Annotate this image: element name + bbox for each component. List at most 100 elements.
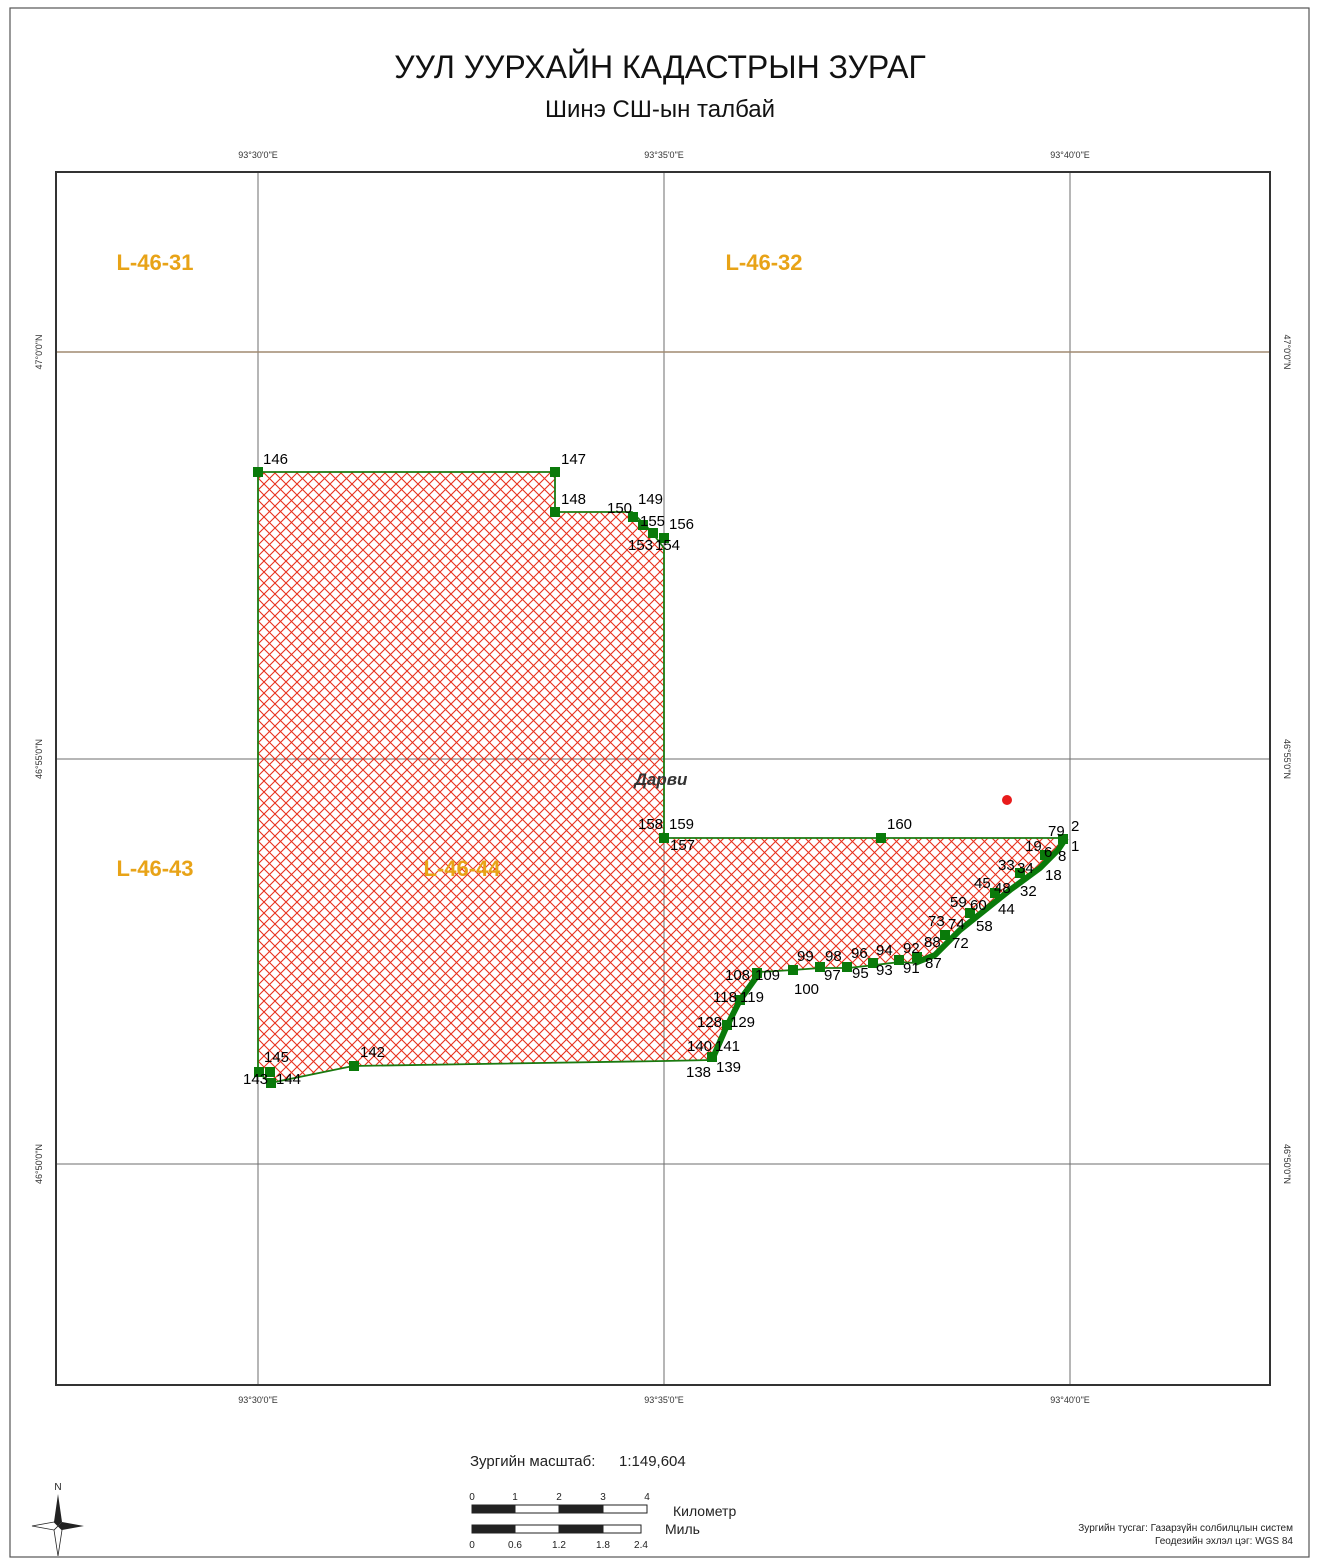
vertex-marker [1015, 868, 1025, 878]
point-label: 154 [655, 537, 680, 554]
vertex-marker [349, 1061, 359, 1071]
scale-segment [558, 1524, 604, 1534]
vertex-marker [628, 512, 638, 522]
point-label: 129 [730, 1014, 755, 1031]
point-label: 157 [670, 837, 695, 854]
point-label: 92 [903, 940, 920, 957]
scale-value: 1:149,604 [619, 1453, 686, 1470]
sheet-label: L-46-32 [725, 250, 802, 275]
vertex-marker [265, 1067, 275, 1077]
point-label: 149 [638, 491, 663, 508]
point-label: 153 [628, 537, 653, 554]
point-label: 2 [1071, 818, 1079, 835]
scale-segment [471, 1504, 516, 1514]
longitude-label-bottom: 93°30'0"E [238, 1395, 278, 1405]
point-label: 34 [1017, 860, 1034, 877]
point-label: 88 [924, 934, 941, 951]
point-label: 95 [852, 965, 869, 982]
scale-tick-label: 3 [600, 1492, 606, 1503]
point-label: 128 [697, 1014, 722, 1031]
vertex-marker [648, 528, 658, 538]
scale-segment [602, 1524, 642, 1534]
point-labels: 146 147 148 150 149 155 156 153 154 158 … [243, 451, 1079, 1088]
vertex-marker [550, 507, 560, 517]
point-label: 91 [903, 960, 920, 977]
point-label: 93 [876, 962, 893, 979]
point-label: 74 [948, 916, 965, 933]
point-label: 160 [887, 816, 912, 833]
point-label: 118 [713, 989, 737, 1006]
north-label: N [54, 1482, 61, 1493]
point-label: 146 [263, 451, 288, 468]
point-label: 98 [825, 948, 842, 965]
scale-tick-label: 2.4 [634, 1540, 648, 1551]
longitude-label-top: 93°35'0"E [644, 150, 684, 160]
point-label: 109 [755, 967, 780, 984]
scale-segment [602, 1504, 648, 1514]
point-label: 141 [715, 1038, 740, 1055]
vertex-marker [990, 888, 1000, 898]
vertex-marker [659, 533, 669, 543]
point-label: 1 [1071, 838, 1079, 855]
vertex-marker [266, 1078, 276, 1088]
north-arrow-icon: N [31, 1482, 84, 1557]
point-label: 143 [243, 1071, 268, 1088]
vertex-marker [876, 833, 886, 843]
point-label: 94 [876, 942, 893, 959]
vertex-marker [659, 833, 669, 843]
point-label: 155 [640, 513, 665, 530]
scale-tick-label: 1.8 [596, 1540, 610, 1551]
scale-bar-mile: 0 0.6 1.2 1.8 2.4 Миль [469, 1521, 700, 1551]
point-label: 145 [264, 1049, 289, 1066]
scale-tick-label: 0 [469, 1540, 475, 1551]
vertex-marker [894, 955, 904, 965]
vertex-marker [638, 520, 648, 530]
point-label: 87 [925, 955, 942, 972]
scale-segment [514, 1524, 560, 1534]
point-label: 97 [824, 967, 841, 984]
point-label: 144 [276, 1071, 301, 1088]
vertex-marker [735, 995, 745, 1005]
point-label: 100 [794, 981, 819, 998]
vertex-marker [842, 962, 852, 972]
point-label: 148 [561, 491, 586, 508]
scale-segment [514, 1504, 560, 1514]
scale-tick-label: 1.2 [552, 1540, 566, 1551]
boundary-cluster [913, 836, 1069, 966]
latitude-label-right: 47°0'0"N [1282, 334, 1292, 369]
point-label: 150 [607, 500, 632, 517]
point-label: 18 [1045, 867, 1062, 884]
vertex-marker [868, 958, 878, 968]
latitude-label-right: 46°55'0"N [1282, 739, 1292, 779]
vertex-marker [1058, 834, 1068, 844]
vertex-marker [815, 962, 825, 972]
point-label: 32 [1020, 883, 1037, 900]
point-label: 108 [725, 967, 750, 984]
point-label: 140 [687, 1038, 712, 1055]
point-label: 79 [1048, 823, 1065, 840]
point-label: 99 [797, 948, 814, 965]
scale-segment [471, 1524, 516, 1534]
vertex-marker [1040, 850, 1050, 860]
scale-segment [558, 1504, 604, 1514]
place-name: Дарви [633, 770, 688, 789]
point-label: 147 [561, 451, 586, 468]
scale-label: Зургийн масштаб: [470, 1453, 595, 1470]
point-label: 8 [1058, 848, 1066, 865]
longitude-label-bottom: 93°40'0"E [1050, 1395, 1090, 1405]
point-label: 159 [669, 816, 694, 833]
vertex-marker [965, 908, 975, 918]
vertex-marker [722, 1020, 732, 1030]
location-marker [1002, 795, 1012, 805]
point-label: 45 [974, 875, 991, 892]
point-label: 73 [928, 913, 945, 930]
vertex-marker [940, 930, 950, 940]
scale-tick-label: 0 [469, 1492, 475, 1503]
scale-tick-label: 4 [644, 1492, 650, 1503]
point-label: 156 [669, 516, 694, 533]
boundary-cluster [709, 970, 763, 1062]
point-label: 58 [976, 918, 993, 935]
point-label: 96 [851, 945, 868, 962]
point-label: 158 [638, 816, 663, 833]
